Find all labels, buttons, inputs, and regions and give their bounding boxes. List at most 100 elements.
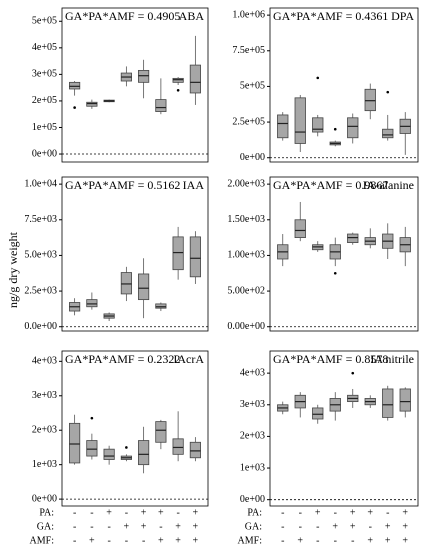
annotation: GA*PA*AMF = 0.2322	[65, 352, 180, 366]
y-tick-label: 4e+03	[240, 367, 265, 378]
factor-level: -	[90, 507, 93, 518]
factor-level: +	[124, 521, 130, 532]
factor-level: +	[297, 535, 303, 546]
box	[138, 440, 150, 466]
box	[277, 114, 289, 139]
factor-name: PA:	[39, 507, 54, 518]
factor-level: -	[107, 521, 110, 532]
y-tick-label: 0e+00	[240, 494, 265, 505]
y-tick-label: 2e+03	[240, 431, 265, 442]
y-tick-label: 4e+05	[32, 42, 57, 53]
annotation: GA*PA*AMF = 0.5162	[65, 178, 180, 192]
factor-level: -	[334, 535, 337, 546]
factor-level: +	[193, 507, 199, 518]
y-tick-label: 4e+03	[32, 356, 57, 367]
y-tick-label: 5.00e+02	[227, 285, 265, 296]
y-axis-label: ng/g dry weight	[6, 231, 20, 308]
box	[189, 441, 201, 459]
box	[399, 388, 411, 412]
factor-name: AMF:	[30, 535, 54, 546]
box	[189, 236, 201, 278]
outlier	[73, 106, 76, 109]
plot-frame	[269, 176, 419, 332]
factor-level: +	[402, 521, 408, 532]
factor-level: +	[158, 535, 164, 546]
factor-level: +	[402, 535, 408, 546]
factor-name: GA:	[37, 521, 54, 532]
factor-name: GA:	[245, 521, 262, 532]
factor-level: -	[73, 535, 76, 546]
outlier	[333, 127, 337, 131]
y-tick-label: 0e+00	[240, 152, 265, 163]
factor-level: -	[176, 507, 179, 518]
box	[155, 421, 167, 443]
factor-level: -	[73, 507, 76, 518]
factor-level: -	[351, 535, 354, 546]
panel-title: IAA	[183, 178, 205, 192]
panel-title: IA nitrile	[370, 352, 414, 366]
factor-level: +	[350, 507, 356, 518]
y-tick-label: 0e+00	[32, 148, 57, 159]
panel-title: ABA	[179, 9, 205, 23]
factor-level: -	[281, 507, 284, 518]
factor-level: +	[385, 521, 391, 532]
factor-level: -	[334, 507, 337, 518]
factor-level: +	[175, 535, 181, 546]
factor-level: +	[89, 535, 95, 546]
factor-level: -	[142, 535, 145, 546]
y-tick-label: 5.0e+03	[24, 250, 57, 261]
plot-frame	[269, 7, 419, 163]
factor-level: +	[385, 535, 391, 546]
outlier	[90, 416, 94, 420]
factor-level: -	[369, 521, 372, 532]
plot-frame	[269, 350, 419, 507]
y-tick-label: 0e+00	[32, 493, 57, 504]
factor-level: +	[367, 535, 373, 546]
box	[172, 236, 184, 271]
box	[138, 273, 150, 301]
y-tick-label: 7.5e+05	[232, 45, 265, 56]
factor-level: -	[281, 521, 284, 532]
y-tick-label: 3e+03	[32, 390, 57, 401]
annotation: GA*PA*AMF = 0.4905	[65, 9, 180, 23]
box	[172, 77, 184, 83]
box	[382, 388, 394, 418]
factor-level: +	[350, 521, 356, 532]
outlier	[125, 446, 128, 449]
panel-title: IAcrA	[173, 352, 204, 366]
box	[155, 303, 167, 309]
box	[155, 99, 167, 112]
factor-level: -	[90, 521, 93, 532]
box	[69, 81, 81, 90]
box	[294, 219, 306, 239]
factor-level: +	[402, 507, 408, 518]
y-tick-label: 1e+03	[240, 462, 265, 473]
factor-level: +	[193, 535, 199, 546]
box	[294, 97, 306, 144]
factor-level: -	[125, 535, 128, 546]
box	[86, 440, 98, 457]
y-tick-label: 1.0e+06	[232, 9, 265, 20]
annotation: GA*PA*AMF = 0.9867	[273, 178, 388, 192]
box	[120, 272, 132, 295]
factor-level: -	[281, 535, 284, 546]
outlier	[386, 90, 390, 94]
box	[189, 64, 201, 94]
factor-level: -	[159, 521, 162, 532]
box	[347, 233, 359, 243]
y-tick-label: 3e+05	[32, 69, 57, 80]
box	[103, 448, 115, 460]
factor-level: -	[299, 521, 302, 532]
y-tick-label: 1.50e+03	[227, 214, 265, 225]
factor-level: +	[175, 521, 181, 532]
box	[312, 407, 324, 420]
box	[347, 117, 359, 139]
factor-level: -	[316, 535, 319, 546]
factor-level: -	[107, 535, 110, 546]
factor-level: -	[73, 521, 76, 532]
factor-level: +	[141, 521, 147, 532]
factor-level: -	[299, 507, 302, 518]
factor-level: +	[193, 521, 199, 532]
outlier	[333, 271, 337, 275]
